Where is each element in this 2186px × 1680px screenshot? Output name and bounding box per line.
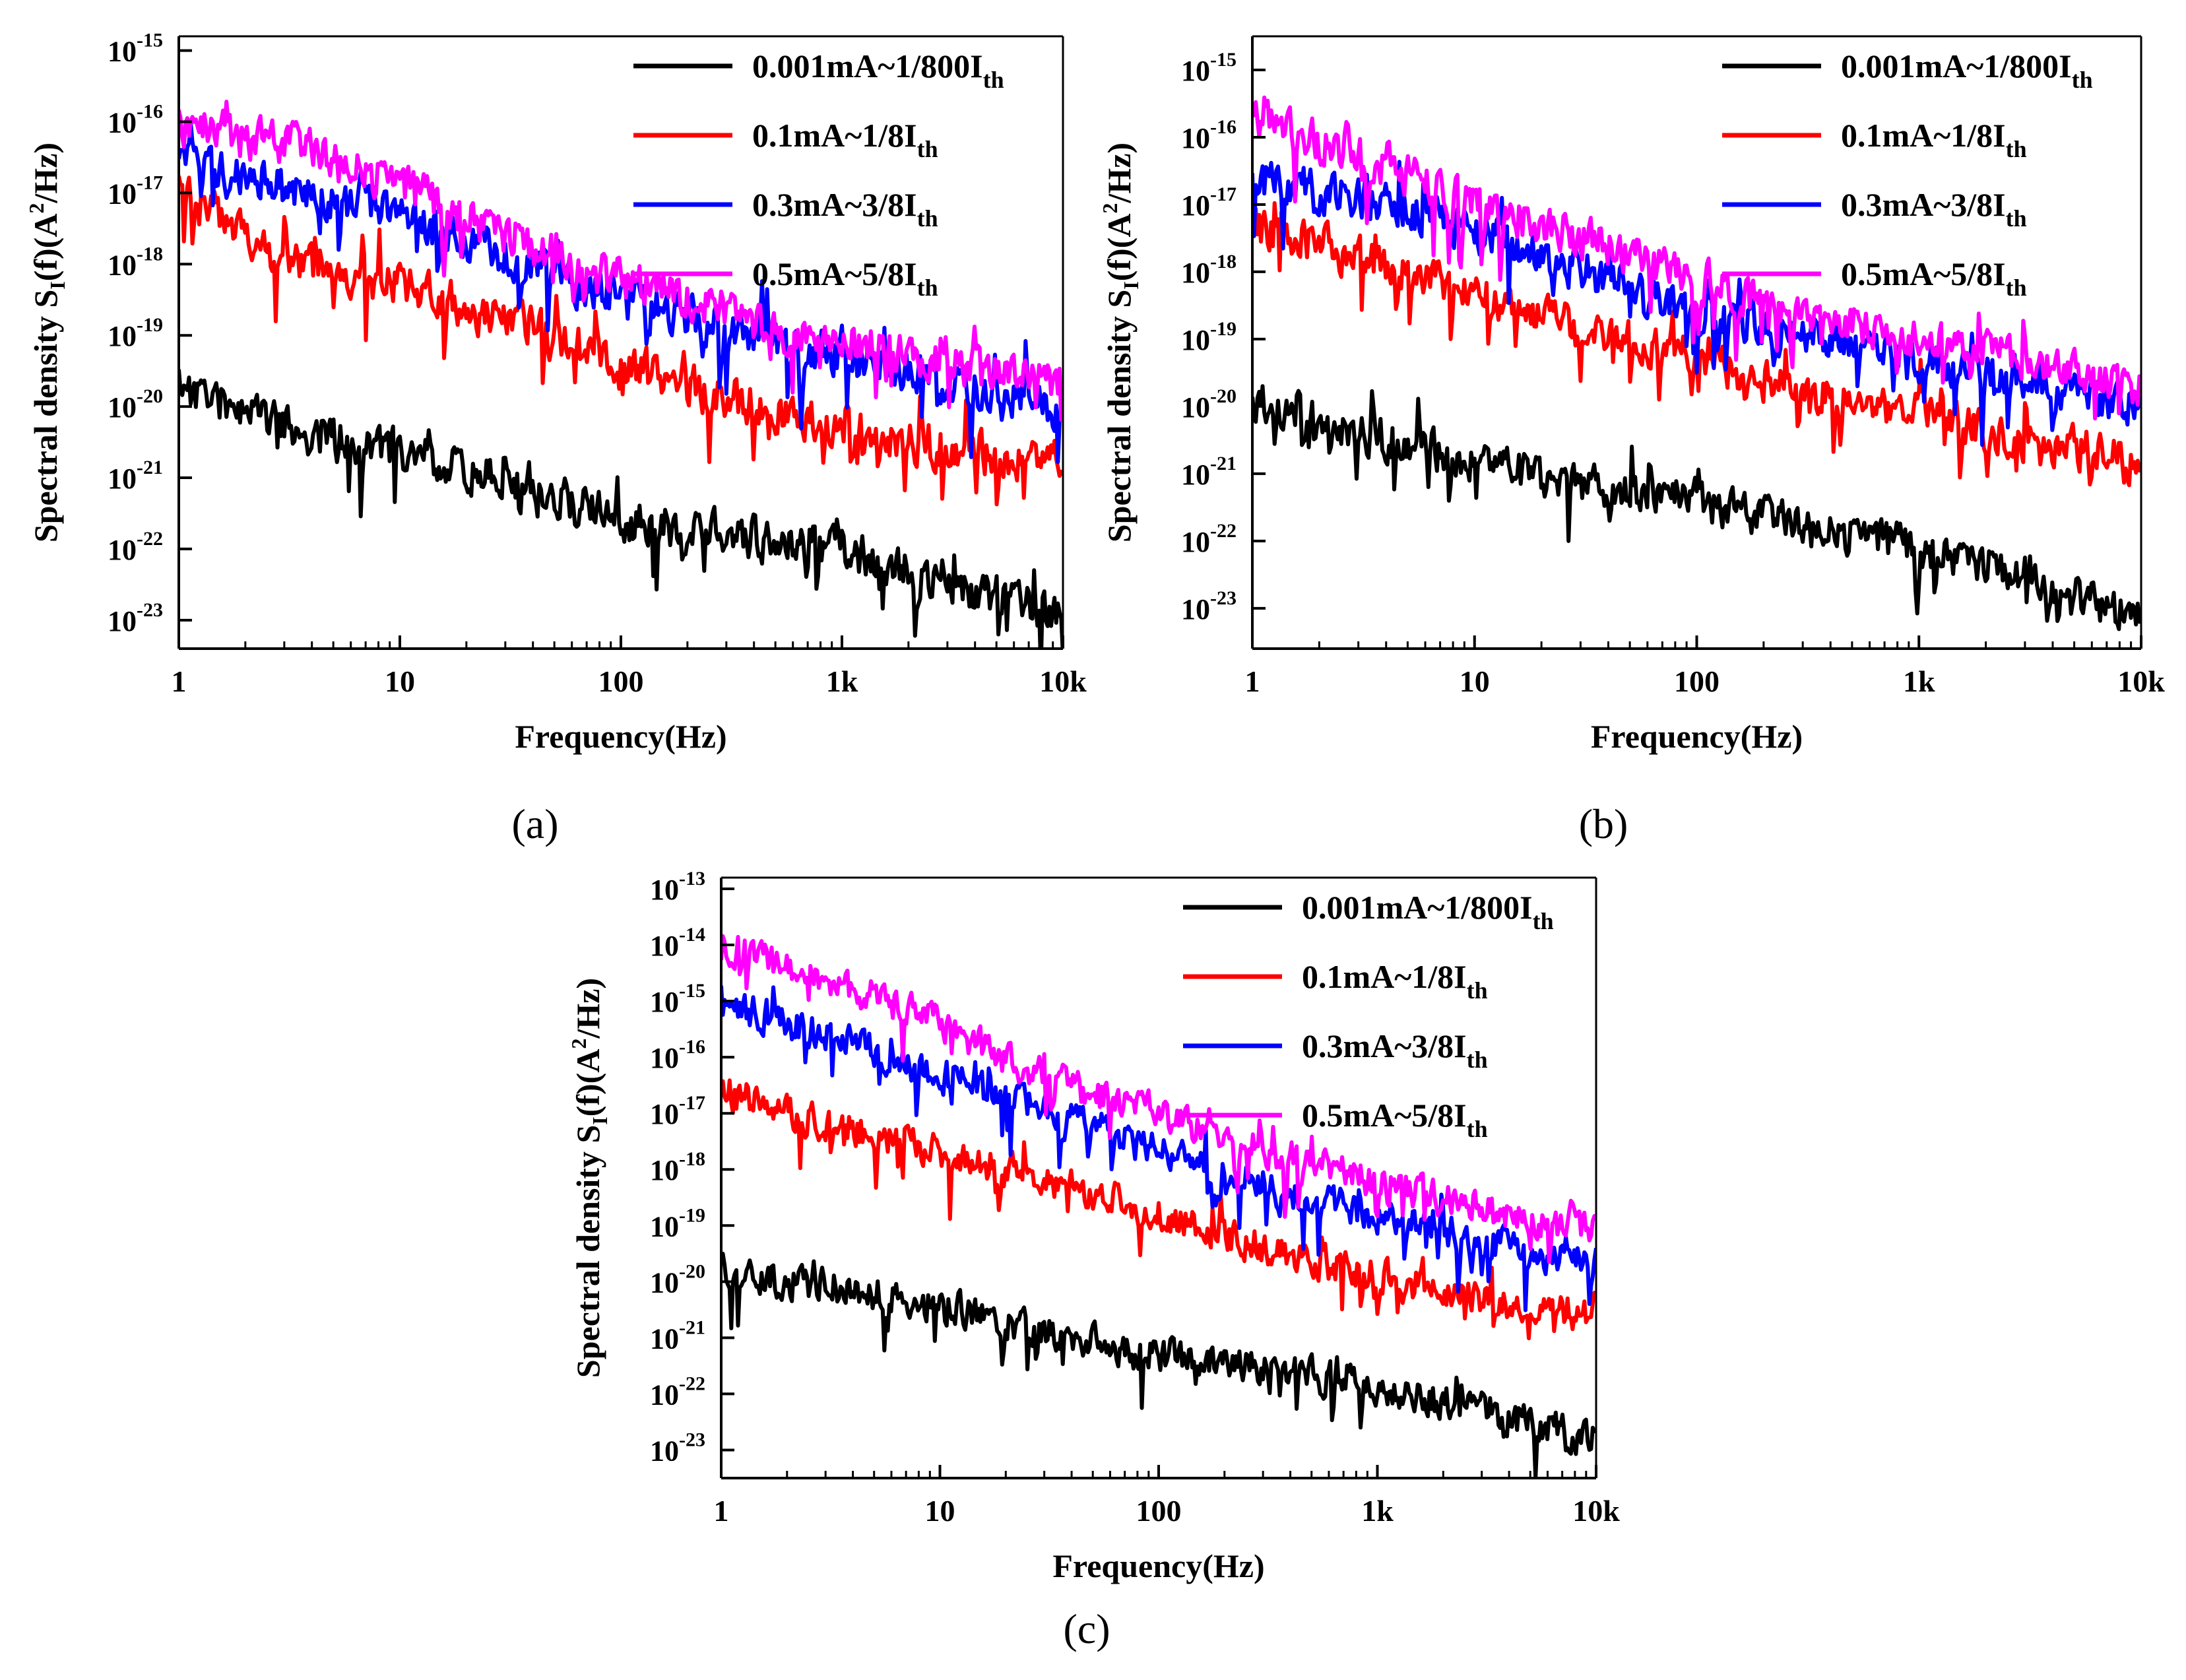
plot-area (179, 100, 1063, 649)
legend-label-1: 0.001mA~1/800Ith (752, 48, 1004, 93)
y-tick-label: 10-23 (650, 1429, 705, 1467)
legend-label-4: 0.5mA~5/8Ith (1302, 1097, 1488, 1142)
series-line-3 (721, 985, 1596, 1312)
y-tick-label: 10-19 (650, 1204, 705, 1243)
y-tick-label: 10-20 (1181, 385, 1237, 424)
y-tick-label: 10-13 (650, 868, 705, 906)
legend-label-3: 0.3mA~3/8Ith (1841, 186, 2027, 232)
y-tick-label: 10-19 (1181, 318, 1237, 356)
chart-panel-1: 1 10 100 1k 10k 10-23 10-22 10-21 10-20 10-19 10-1… (24, 30, 1087, 847)
x-tick-label: 1k (1361, 1494, 1394, 1528)
legend-label-3: 0.3mA~3/8Ith (1302, 1027, 1488, 1073)
panel-caption: (a) (511, 800, 558, 847)
plot-area (721, 934, 1596, 1478)
legend-label-4: 0.5mA~5/8Ith (1841, 255, 2027, 301)
y-tick-label: 10-22 (1181, 520, 1237, 558)
y-tick-label: 10-21 (1181, 453, 1237, 491)
x-axis-title: Frequency(Hz) (1052, 1547, 1264, 1584)
y-axis-title: Spectral density SI(f)(A2/Hz) (567, 978, 612, 1378)
y-tick-label: 10-14 (650, 924, 705, 962)
y-tick-label: 10-16 (650, 1036, 705, 1074)
x-tick-label: 100 (1674, 664, 1720, 698)
series-line-1 (721, 1251, 1596, 1478)
y-tick-label: 10-22 (108, 528, 163, 566)
legend-label-1: 0.001mA~1/800Ith (1841, 48, 2093, 93)
x-tick-label: 100 (1136, 1494, 1182, 1528)
x-tick-label: 1 (1245, 664, 1260, 698)
x-tick-label: 100 (598, 664, 644, 698)
series-line-3 (1252, 160, 2141, 447)
y-tick-label: 10-18 (650, 1148, 705, 1186)
y-tick-label: 10-15 (650, 980, 705, 1018)
y-tick-label: 10-19 (108, 314, 163, 352)
y-tick-label: 10-20 (650, 1260, 705, 1299)
y-tick-label: 10-23 (108, 599, 163, 637)
series-line-1 (1252, 384, 2141, 631)
series-line-3 (179, 120, 1063, 465)
panel-caption: (b) (1579, 800, 1628, 847)
y-tick-label: 10-15 (1181, 49, 1237, 87)
legend-label-4: 0.5mA~5/8Ith (752, 255, 938, 301)
y-tick-label: 10-21 (650, 1316, 705, 1355)
y-tick-label: 10-17 (108, 172, 163, 210)
x-tick-label: 10 (385, 664, 415, 698)
x-axis-title: Frequency(Hz) (1591, 718, 1803, 755)
legend-label-1: 0.001mA~1/800Ith (1302, 889, 1554, 934)
x-tick-label: 1k (826, 664, 858, 698)
series-line-4 (179, 100, 1063, 422)
series-line-4 (721, 934, 1596, 1264)
x-tick-label: 10 (925, 1494, 955, 1528)
x-tick-label: 1 (714, 1494, 729, 1528)
y-tick-label: 10-22 (650, 1373, 705, 1411)
y-tick-label: 10-17 (650, 1092, 705, 1130)
x-tick-label: 10k (1039, 664, 1087, 698)
legend-label-2: 0.1mA~1/8Ith (752, 117, 938, 162)
x-tick-label: 10k (1572, 1494, 1620, 1528)
y-tick-label: 10-18 (1181, 251, 1237, 289)
y-tick-label: 10-18 (108, 243, 163, 281)
x-tick-label: 10k (2117, 664, 2165, 698)
series-line-2 (721, 1078, 1596, 1341)
chart-panel-3: 1 10 100 1k 10k 10-23 10-22 10-21 10-20 10-19 10-1… (567, 868, 1620, 1652)
y-axis-title: Spectral density SI(f)(A2/Hz) (24, 143, 69, 542)
y-tick-label: 10-21 (108, 457, 163, 495)
series-line-4 (1252, 95, 2141, 421)
x-axis-title: Frequency(Hz) (515, 718, 726, 755)
legend-label-3: 0.3mA~3/8Ith (752, 186, 938, 232)
y-tick-label: 10-20 (108, 385, 163, 424)
x-tick-label: 1k (1903, 664, 1935, 698)
series-line-1 (179, 369, 1063, 649)
series-line-2 (179, 176, 1063, 507)
legend-label-2: 0.1mA~1/8Ith (1841, 117, 2027, 162)
y-tick-label: 10-15 (108, 30, 163, 68)
legend-label-2: 0.1mA~1/8Ith (1302, 958, 1488, 1004)
chart-panel-2: 1 10 100 1k 10k 10-23 10-22 10-21 10-20 10-19 10-1… (1098, 35, 2165, 847)
x-tick-label: 10 (1460, 664, 1490, 698)
x-tick-label: 1 (172, 664, 187, 698)
y-tick-label: 10-23 (1181, 587, 1237, 626)
plot-area (1252, 95, 2141, 631)
y-axis-title: Spectral density SI(f)(A2/Hz) (1098, 143, 1143, 542)
y-tick-label: 10-16 (1181, 116, 1237, 154)
panel-caption: (c) (1063, 1605, 1110, 1652)
y-tick-label: 10-17 (1181, 183, 1237, 222)
y-tick-label: 10-16 (108, 100, 163, 139)
